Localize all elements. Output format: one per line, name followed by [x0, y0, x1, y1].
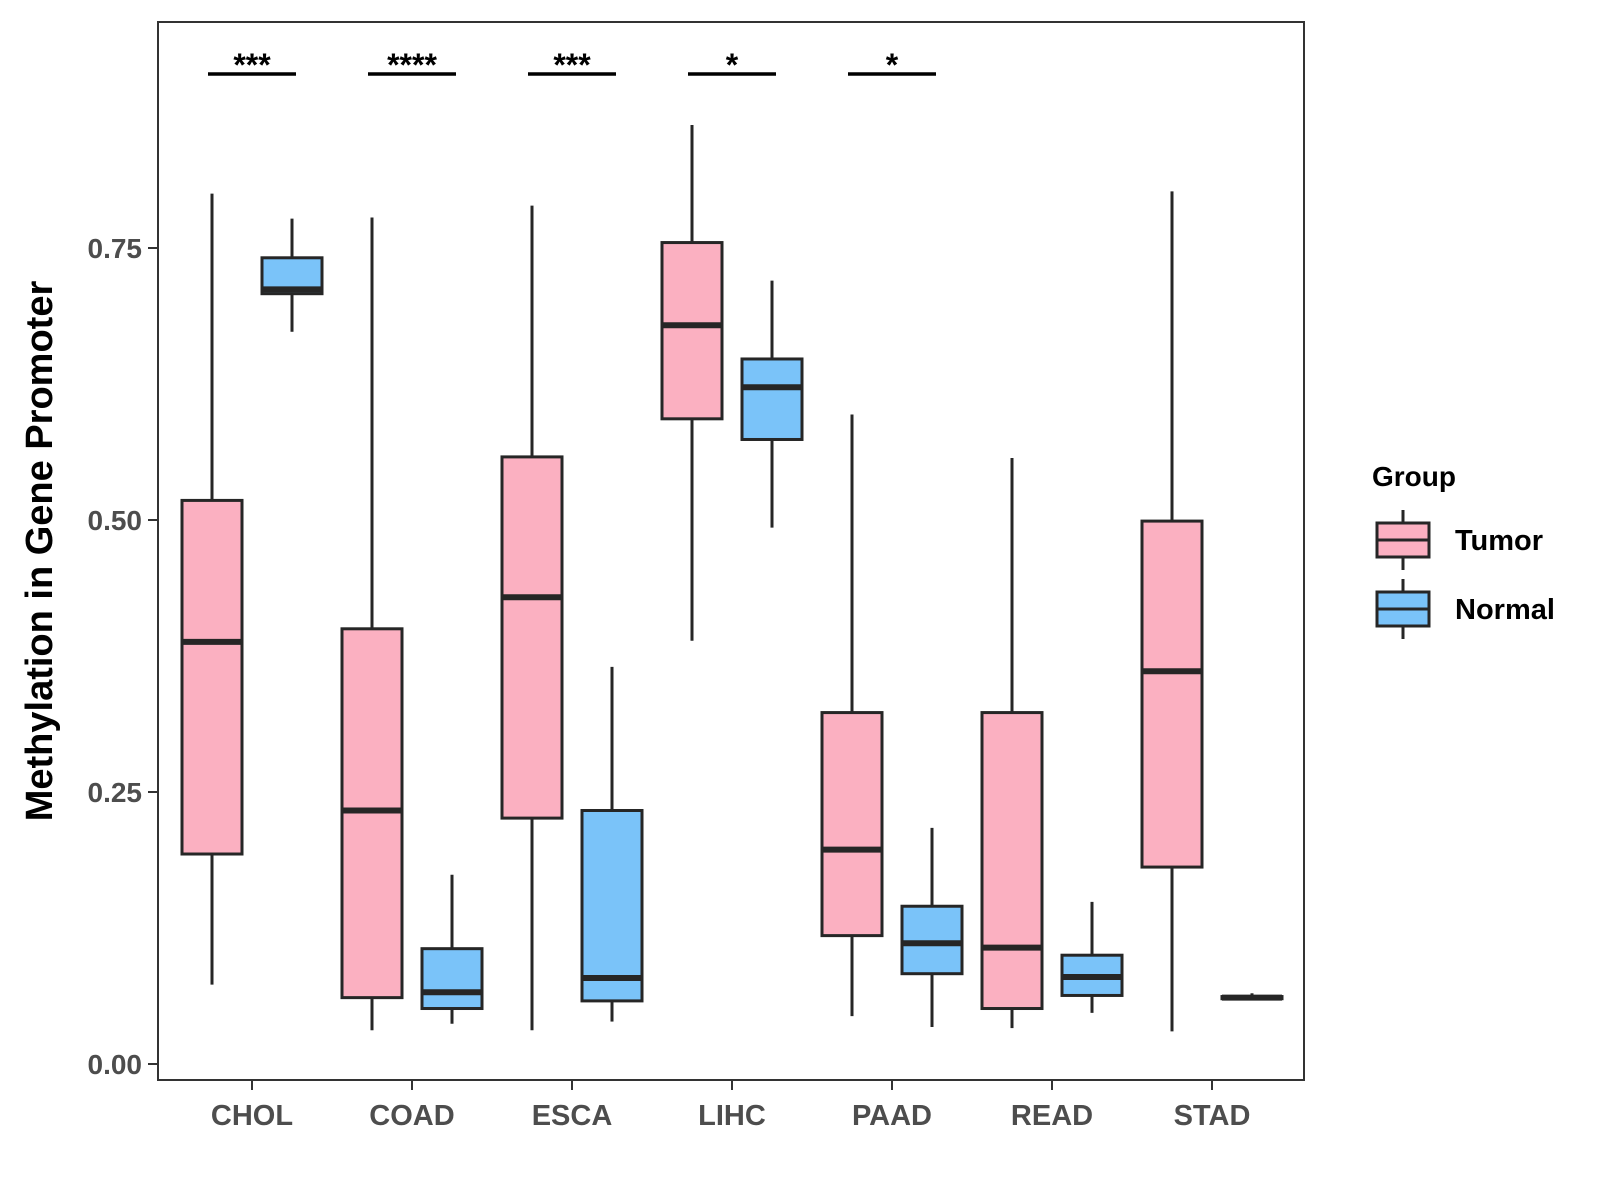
box-iqr	[740, 357, 804, 441]
box-iqr	[980, 711, 1044, 1011]
y-axis-title: Methylation in Gene Promoter	[19, 281, 61, 822]
significance-label: ****	[387, 47, 437, 83]
x-tick-label: CHOL	[211, 1100, 293, 1132]
box-iqr	[180, 498, 244, 856]
y-tick-label: 0.50	[88, 505, 143, 536]
legend-entry-tumor: Tumor	[1375, 510, 1543, 570]
x-tick-label: LIHC	[698, 1100, 766, 1132]
box-normal-lihc	[740, 280, 804, 528]
significance-paad: *	[848, 47, 936, 83]
box-normal-coad	[420, 874, 484, 1024]
box-tumor-lihc	[660, 125, 724, 641]
box-iqr	[580, 808, 644, 1003]
plot-area: *** **** *** * *	[180, 47, 1284, 1032]
box-normal-read	[1060, 901, 1124, 1013]
x-tick-label: STAD	[1174, 1100, 1251, 1132]
legend-entry-normal: Normal	[1375, 579, 1555, 639]
x-tick-label: COAD	[369, 1100, 454, 1132]
significance-label: ***	[233, 47, 271, 83]
legend-title: Group	[1372, 461, 1456, 492]
x-tick-label: PAAD	[852, 1100, 932, 1132]
box-iqr	[820, 711, 884, 938]
box-normal-paad	[900, 827, 964, 1028]
significance-label: ***	[553, 47, 591, 83]
y-tick-label: 0.00	[88, 1049, 143, 1080]
box-normal-stad	[1220, 993, 1284, 1001]
box-iqr	[900, 904, 964, 976]
box-iqr	[420, 947, 484, 1011]
box-tumor-coad	[340, 217, 404, 1031]
significance-chol: ***	[208, 47, 296, 83]
legend-label: Tumor	[1455, 525, 1543, 557]
box-iqr	[660, 241, 724, 421]
box-normal-esca	[580, 666, 644, 1022]
legend-label: Normal	[1455, 594, 1555, 626]
axes: 0.00 0.25 0.50 0.75 CHOL COAD ESCA LIHC PAAD READ…	[88, 233, 1251, 1132]
y-tick-label: 0.75	[88, 233, 143, 264]
box-tumor-read	[980, 457, 1044, 1029]
box-tumor-esca	[500, 205, 564, 1031]
box-normal-chol	[260, 218, 324, 332]
box-tumor-stad	[1140, 191, 1204, 1032]
significance-esca: ***	[528, 47, 616, 83]
legend: Group Tumor Normal	[1372, 461, 1555, 639]
significance-label: *	[886, 47, 899, 83]
y-tick-label: 0.25	[88, 777, 143, 808]
significance-lihc: *	[688, 47, 776, 83]
box-tumor-chol	[180, 193, 244, 985]
x-tick-label: ESCA	[532, 1100, 613, 1132]
significance-coad: ****	[368, 47, 456, 83]
significance-label: *	[726, 47, 739, 83]
box-iqr	[500, 455, 564, 820]
box-iqr	[1140, 519, 1204, 869]
x-tick-label: READ	[1011, 1100, 1093, 1132]
box-tumor-paad	[820, 414, 884, 1017]
